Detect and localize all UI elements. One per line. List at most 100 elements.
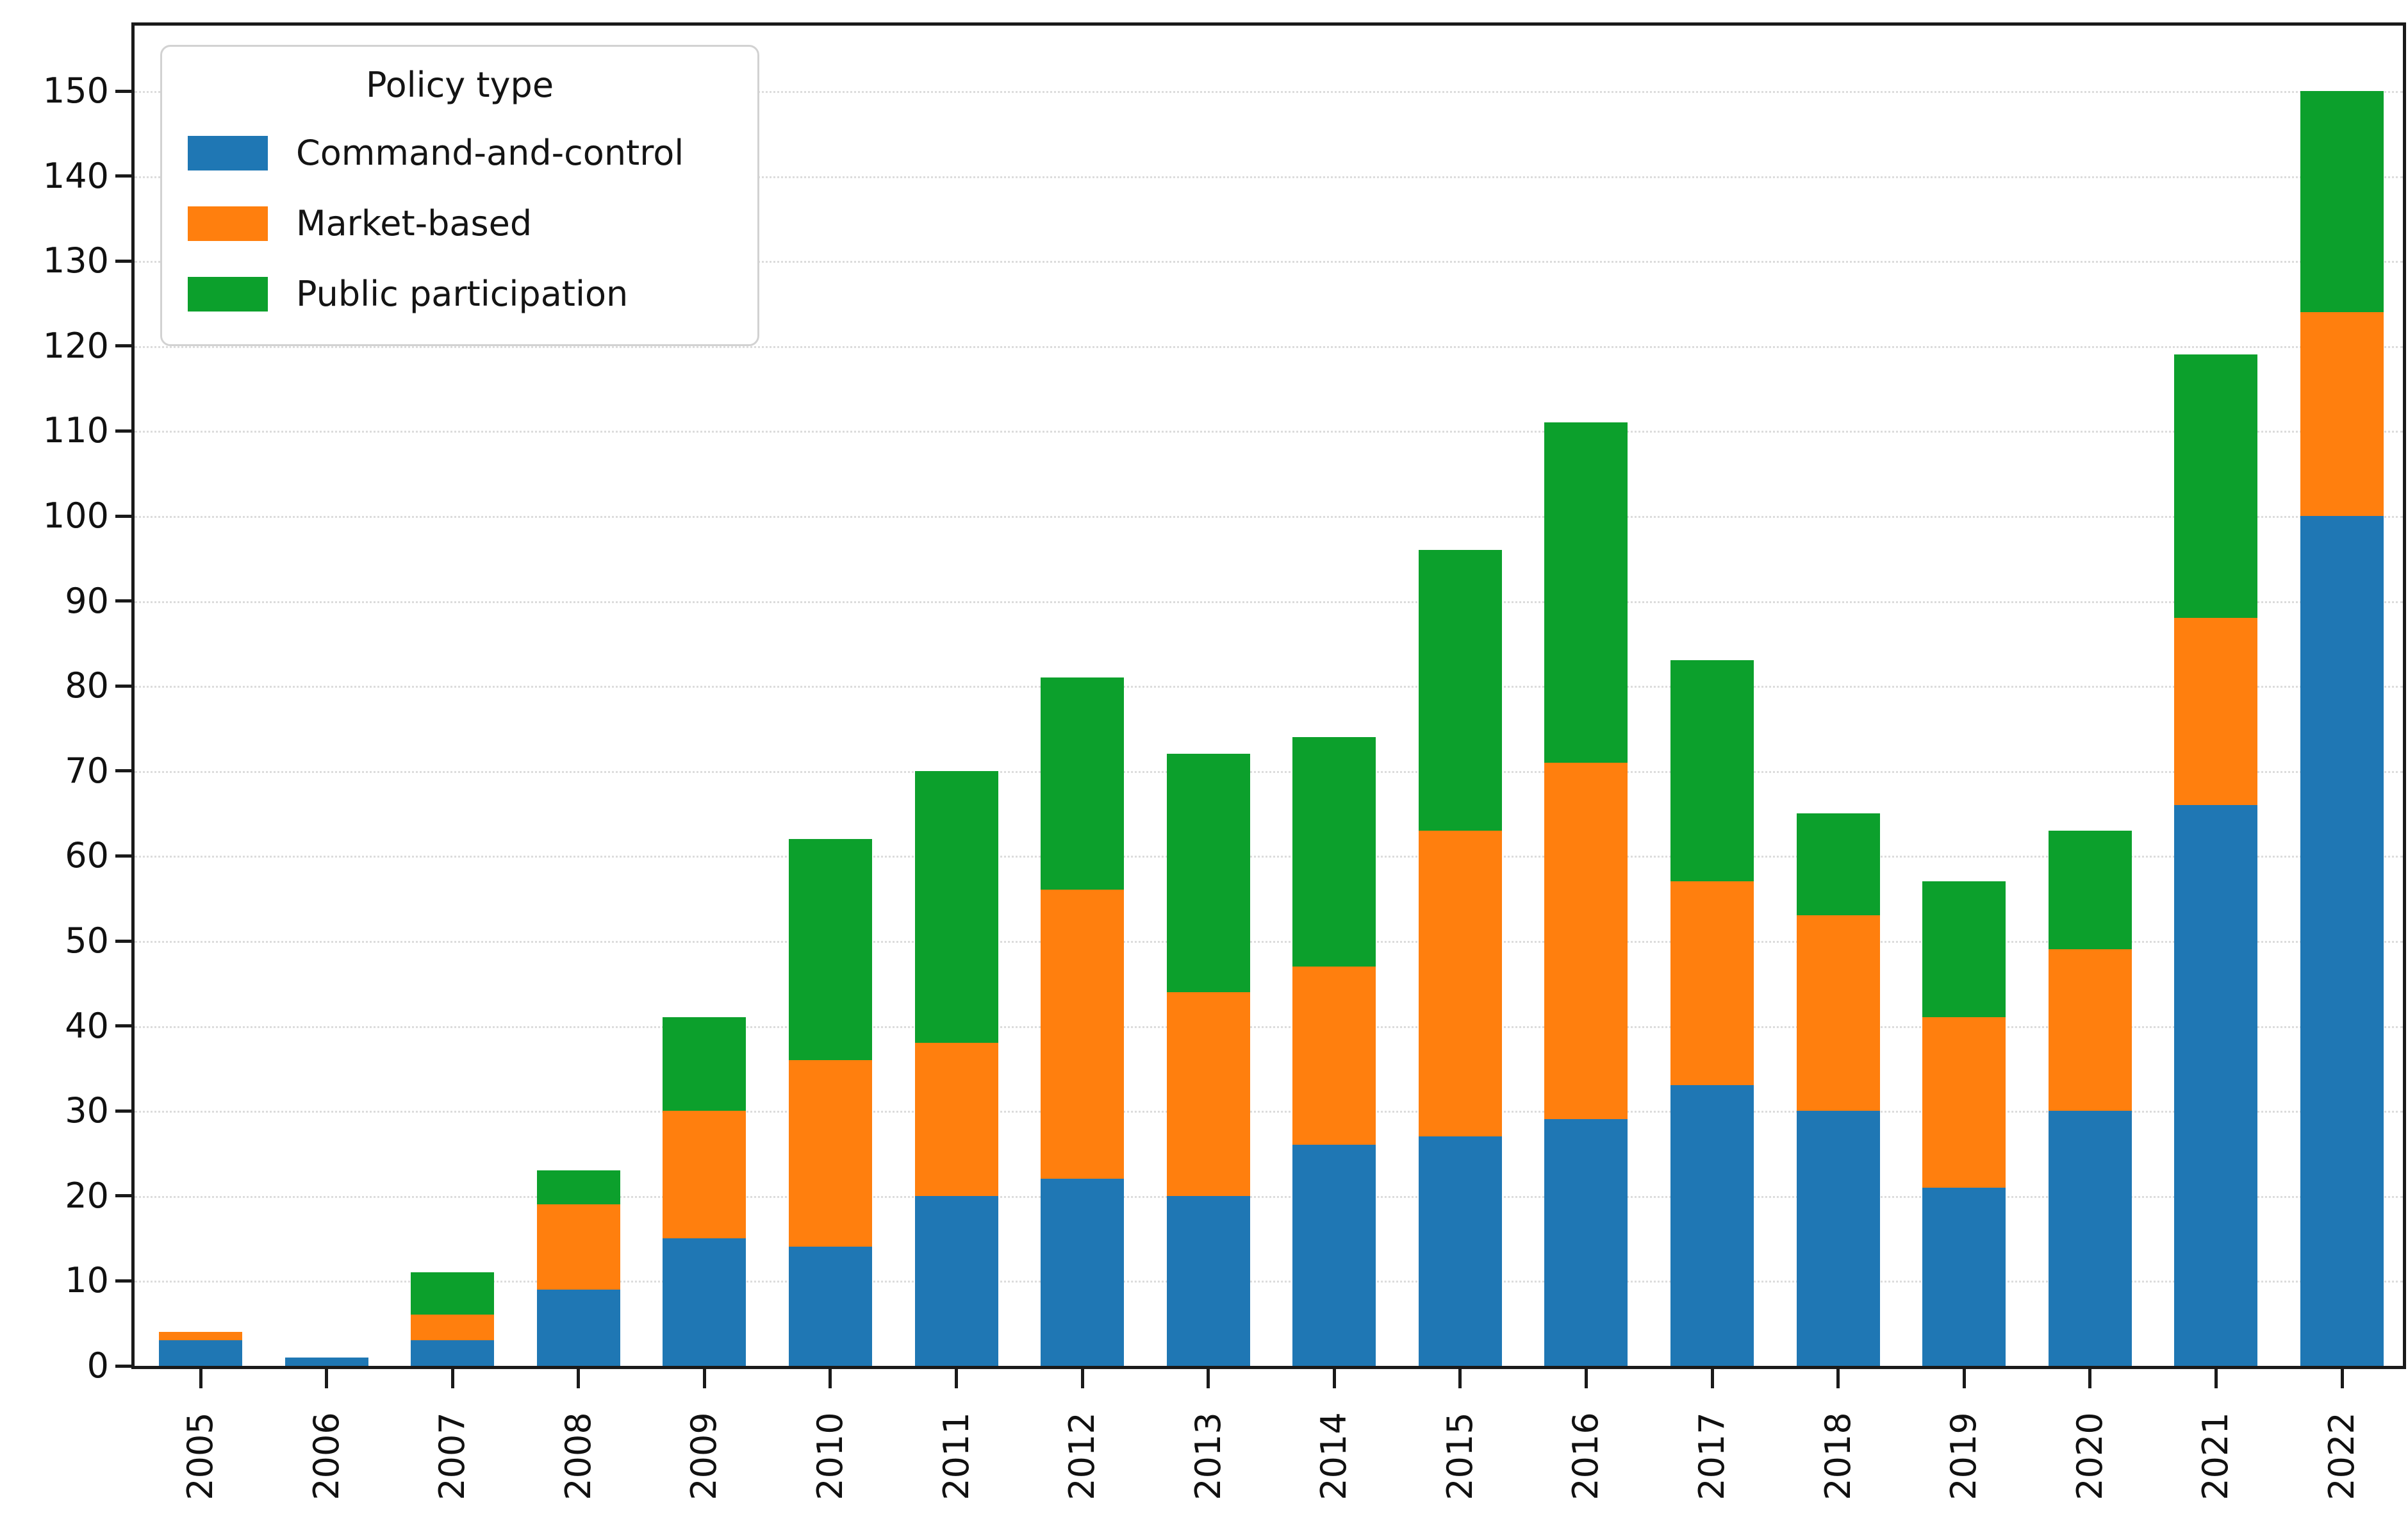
y-tick-label-110: 110 [42, 410, 109, 451]
y-tick-60 [115, 854, 135, 858]
y-tick-20 [115, 1194, 135, 1198]
bar-2005-market-based [159, 1331, 242, 1341]
gridline-y-80 [135, 686, 2403, 688]
x-tick-label-2013: 2013 [1187, 1412, 1228, 1500]
legend-item-command-and-control: Command-and-control [188, 133, 732, 174]
x-tick-2006 [325, 1369, 329, 1388]
bar-2009-public-participation [663, 1017, 746, 1111]
bar-2012-public-participation [1041, 677, 1125, 890]
x-tick-2007 [450, 1369, 454, 1388]
y-tick-label-90: 90 [65, 580, 109, 621]
x-tick-label-2016: 2016 [1565, 1412, 1606, 1500]
x-tick-2017 [1710, 1369, 1714, 1388]
bar-2015-command-and-control [1418, 1136, 1502, 1366]
bar-2022-market-based [2300, 312, 2384, 517]
bar-2021-public-participation [2174, 354, 2258, 619]
y-tick-label-50: 50 [65, 920, 109, 961]
y-tick-label-0: 0 [87, 1345, 109, 1386]
y-tick-100 [115, 514, 135, 518]
bar-2010-command-and-control [788, 1247, 872, 1366]
gridline-y-100 [135, 516, 2403, 519]
gridline-y-50 [135, 941, 2403, 943]
gridline-y-70 [135, 770, 2403, 773]
x-tick-label-2021: 2021 [2195, 1412, 2236, 1500]
x-tick-2016 [1584, 1369, 1588, 1388]
x-tick-2011 [955, 1369, 959, 1388]
bar-2022-public-participation [2300, 91, 2384, 312]
bar-2020-command-and-control [2048, 1111, 2132, 1366]
bar-2007-public-participation [411, 1272, 495, 1315]
y-tick-70 [115, 769, 135, 773]
x-tick-label-2017: 2017 [1692, 1412, 1733, 1500]
x-tick-2019 [1962, 1369, 1966, 1388]
bar-2007-market-based [411, 1315, 495, 1341]
legend-item-label: Public participation [296, 274, 629, 314]
gridline-y-30 [135, 1111, 2403, 1113]
y-tick-label-140: 140 [42, 155, 109, 196]
bar-2019-public-participation [1922, 881, 2006, 1018]
x-tick-label-2015: 2015 [1439, 1412, 1480, 1500]
x-tick-label-2020: 2020 [2069, 1412, 2110, 1500]
x-tick-label-2019: 2019 [1943, 1412, 1984, 1500]
gridline-y-120 [135, 345, 2403, 348]
y-tick-label-130: 130 [42, 240, 109, 281]
bar-2011-public-participation [914, 770, 998, 1043]
bar-2006-command-and-control [285, 1357, 368, 1366]
y-tick-90 [115, 599, 135, 603]
bar-2014-command-and-control [1292, 1145, 1376, 1366]
bar-2013-command-and-control [1166, 1195, 1250, 1366]
legend-item-label: Market-based [296, 203, 532, 244]
plot-area [135, 26, 2403, 1366]
x-tick-2013 [1207, 1369, 1210, 1388]
bar-2017-public-participation [1670, 660, 1754, 882]
bar-2015-public-participation [1418, 550, 1502, 831]
bar-2012-command-and-control [1041, 1179, 1125, 1366]
x-tick-2008 [577, 1369, 581, 1388]
x-tick-label-2005: 2005 [180, 1412, 220, 1500]
legend-item-market-based: Market-based [188, 203, 732, 244]
x-tick-2012 [1080, 1369, 1084, 1388]
x-tick-2009 [702, 1369, 706, 1388]
bar-2009-market-based [663, 1111, 746, 1239]
y-tick-label-70: 70 [65, 750, 109, 791]
bar-2007-command-and-control [411, 1340, 495, 1366]
y-tick-label-60: 60 [65, 835, 109, 876]
bar-2018-command-and-control [1796, 1111, 1880, 1366]
legend: Policy type Command-and-control Market-ba… [160, 45, 759, 346]
x-tick-label-2009: 2009 [684, 1412, 725, 1500]
bar-2019-command-and-control [1922, 1187, 2006, 1366]
bar-2012-market-based [1041, 890, 1125, 1179]
y-tick-label-150: 150 [42, 71, 109, 112]
x-tick-label-2008: 2008 [557, 1412, 598, 1500]
y-tick-40 [115, 1024, 135, 1028]
y-tick-label-30: 30 [65, 1090, 109, 1131]
gridline-y-20 [135, 1195, 2403, 1198]
y-tick-label-100: 100 [42, 495, 109, 536]
x-tick-label-2012: 2012 [1062, 1412, 1103, 1500]
x-tick-label-2007: 2007 [432, 1412, 473, 1500]
x-tick-label-2022: 2022 [2321, 1412, 2362, 1500]
x-tick-label-2018: 2018 [1817, 1412, 1858, 1500]
legend-title: Policy type [365, 65, 554, 105]
legend-swatch-icon [188, 277, 268, 312]
legend-swatch-icon [188, 136, 268, 170]
y-tick-130 [115, 259, 135, 263]
x-tick-label-2010: 2010 [809, 1412, 850, 1500]
y-tick-140 [115, 174, 135, 178]
bar-2021-market-based [2174, 618, 2258, 805]
x-tick-2010 [829, 1369, 832, 1388]
bar-2008-command-and-control [536, 1289, 620, 1366]
legend-item-label: Command-and-control [296, 133, 684, 173]
bar-2008-public-participation [536, 1170, 620, 1205]
y-tick-50 [115, 939, 135, 943]
y-tick-10 [115, 1279, 135, 1283]
y-tick-label-20: 20 [65, 1175, 109, 1216]
bar-2021-command-and-control [2174, 804, 2258, 1366]
y-tick-0 [115, 1364, 135, 1368]
bar-2005-command-and-control [159, 1340, 242, 1366]
bar-2020-market-based [2048, 949, 2132, 1111]
bar-2015-market-based [1418, 830, 1502, 1136]
x-tick-2022 [2340, 1369, 2344, 1388]
y-tick-110 [115, 429, 135, 433]
